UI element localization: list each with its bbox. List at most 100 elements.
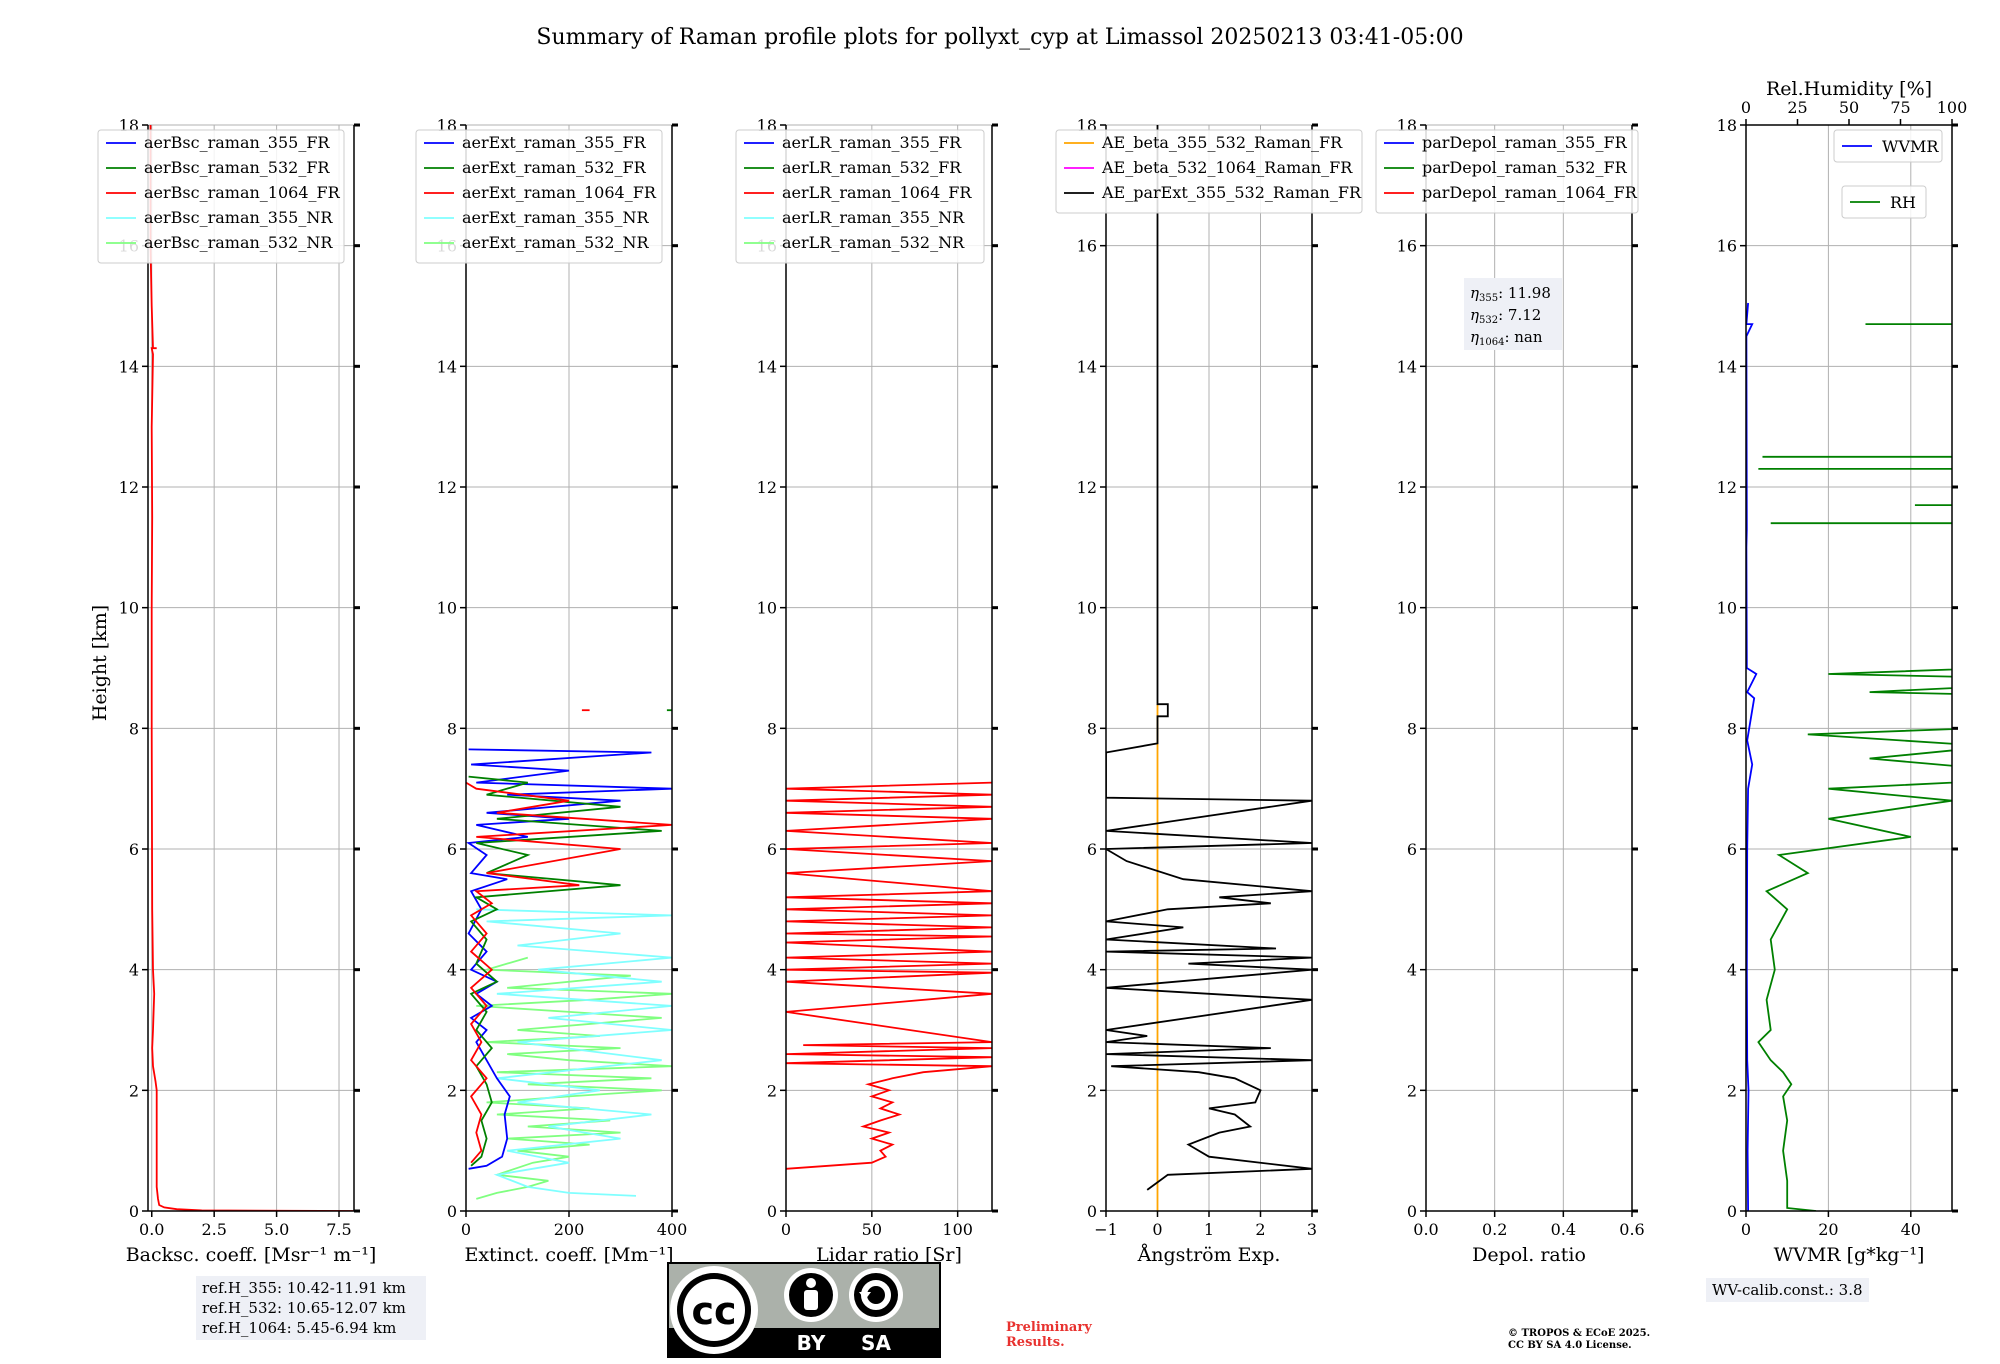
x-tick-label: 0 (461, 1220, 471, 1239)
x-tick-label: 400 (657, 1220, 688, 1239)
y-tick-label: 0 (129, 1202, 139, 1221)
y-tick-label: 4 (129, 961, 139, 980)
x-axis-label: WVMR [g*kg⁻¹] (1774, 1244, 1925, 1266)
y-tick-label: 2 (1087, 1081, 1097, 1100)
y-tick-label: 4 (447, 961, 457, 980)
legend-entry: aerLR_raman_355_FR (782, 133, 962, 152)
attribution-icon (784, 1268, 838, 1322)
y-tick-label: 6 (767, 840, 777, 859)
y-tick-label: 0 (767, 1202, 777, 1221)
y-tick-label: 6 (1407, 840, 1417, 859)
reference-height-box: ref.H_355: 10.42-11.91 km ref.H_532: 10.… (196, 1276, 426, 1340)
x-axis-label: Depol. ratio (1472, 1244, 1586, 1266)
legend-frame (735, 129, 985, 264)
y-tick-label: 10 (1397, 599, 1417, 618)
y-tick-label: 12 (119, 478, 139, 497)
x2-axis-label: Rel.Humidity [%] (1766, 78, 1932, 100)
y-tick-label: 10 (119, 599, 139, 618)
x-tick-label: 0.0 (139, 1220, 164, 1239)
x-tick-label: 20 (1818, 1220, 1838, 1239)
preliminary-results-note: Preliminary Results. (1006, 1320, 1092, 1350)
y-tick-label: 10 (1717, 599, 1737, 618)
y-tick-label: 14 (437, 357, 457, 376)
y-tick-label: 2 (1407, 1081, 1417, 1100)
x-tick-label: 0.4 (1551, 1220, 1576, 1239)
y-tick-label: 0 (1407, 1202, 1417, 1221)
series-line (786, 781, 992, 1170)
x-tick-label: 5.0 (264, 1220, 289, 1239)
share-alike-icon (849, 1268, 903, 1322)
y-tick-label: 16 (1717, 237, 1737, 256)
y-tick-label: 4 (1727, 961, 1737, 980)
ref-height-355: ref.H_355: 10.42-11.91 km (202, 1279, 406, 1297)
preliminary-line2: Results. (1006, 1335, 1065, 1350)
x2-tick-label: 75 (1890, 98, 1910, 117)
y-tick-label: 0 (447, 1202, 457, 1221)
legend-entry: aerExt_raman_532_NR (462, 233, 650, 252)
y-tick-label: 6 (1087, 840, 1097, 859)
series-group (1106, 125, 1312, 1211)
x-axis-label: Extinct. coeff. [Mm⁻¹] (464, 1244, 673, 1266)
y-tick-label: 16 (1397, 237, 1417, 256)
x-axis-label: Lidar ratio [Sr] (816, 1244, 962, 1266)
legend-frame (97, 129, 345, 264)
series-group (1746, 302, 1952, 1211)
x2-tick-label: 50 (1839, 98, 1859, 117)
legend-entry: parDepol_raman_532_FR (1422, 158, 1628, 177)
y-tick-label: 12 (757, 478, 777, 497)
y-tick-label: 6 (1727, 840, 1737, 859)
x-tick-label: 3 (1307, 1220, 1317, 1239)
y-tick-label: 4 (1407, 961, 1417, 980)
y-tick-label: 6 (447, 840, 457, 859)
copyright-line2: CC BY SA 4.0 License. (1508, 1340, 1632, 1351)
legend-entry: WVMR (1882, 137, 1939, 156)
legend-entry: parDepol_raman_355_FR (1422, 133, 1628, 152)
y-tick-label: 12 (1717, 478, 1737, 497)
y-tick-label: 8 (129, 719, 139, 738)
y-tick-label: 8 (1087, 719, 1097, 738)
series-line (1746, 302, 1758, 1211)
x2-tick-label: 25 (1787, 98, 1807, 117)
x-tick-label: 1 (1204, 1220, 1214, 1239)
series-group (149, 125, 354, 1211)
y-tick-label: 14 (757, 357, 777, 376)
y-tick-label: 6 (129, 840, 139, 859)
x-tick-label: 200 (554, 1220, 585, 1239)
legend-wvmr: WVMR (1833, 129, 1943, 163)
panel-2: 0246810121416180200400Extinct. coeff. [M… (415, 116, 688, 1266)
legend: aerExt_raman_355_FR aerExt_raman_532_FRae… (415, 129, 663, 264)
series-line (1757, 668, 1952, 1211)
series-line (1106, 125, 1312, 1191)
x-axis-label: Backsc. coeff. [Msr⁻¹ m⁻¹] (126, 1244, 377, 1266)
x-tick-label: 7.5 (326, 1220, 351, 1239)
y-tick-label: 2 (447, 1081, 457, 1100)
x-tick-label: 2 (1255, 1220, 1265, 1239)
x-tick-label: 40 (1901, 1220, 1921, 1239)
legend-entry: aerLR_raman_355_NR (782, 208, 965, 227)
y-tick-label: 2 (767, 1081, 777, 1100)
legend-entry: AE_parExt_355_532_Raman_FR (1101, 183, 1362, 202)
x2-tick-label: 0 (1741, 98, 1751, 117)
eta-355: η355: 11.98 (1470, 284, 1551, 304)
legend-entry: aerExt_raman_1064_FR (462, 183, 657, 202)
legend-entry: aerBsc_raman_355_FR (144, 133, 330, 152)
legend-frame (1055, 129, 1363, 214)
y-tick-label: 0 (1727, 1202, 1737, 1221)
legend-frame (1833, 129, 1943, 163)
y-axis-label: Height [km] (89, 605, 111, 721)
x-tick-label: 100 (942, 1220, 973, 1239)
legend-entry: parDepol_raman_1064_FR (1422, 183, 1638, 202)
legend-entry: aerBsc_raman_532_NR (144, 233, 333, 252)
series-line (476, 908, 672, 1197)
y-tick-label: 0 (1087, 1202, 1097, 1221)
legend-entry: aerBsc_raman_532_FR (144, 158, 330, 177)
y-tick-label: 8 (1407, 719, 1417, 738)
ref-height-1064: ref.H_1064: 5.45-6.94 km (202, 1319, 397, 1337)
legend-entry: aerExt_raman_532_FR (462, 158, 647, 177)
y-tick-label: 10 (757, 599, 777, 618)
